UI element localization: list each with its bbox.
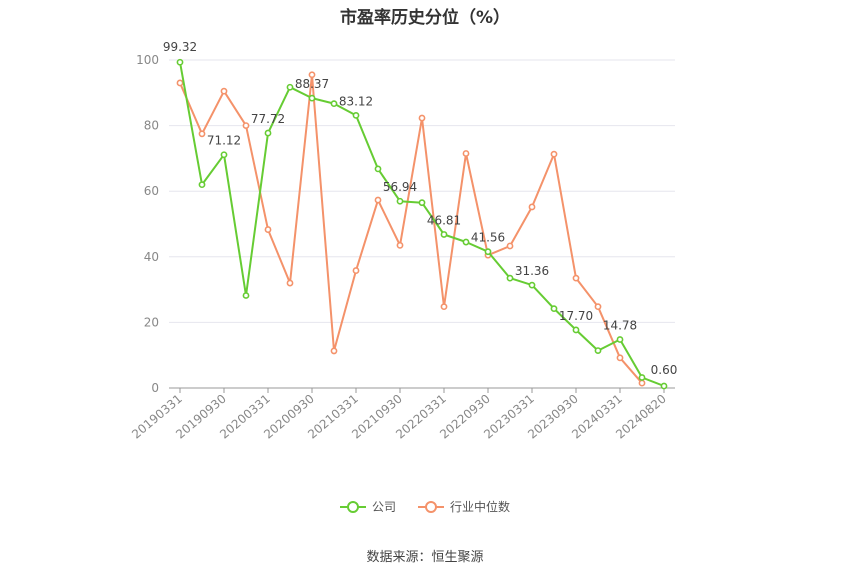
legend-swatch-company [339, 500, 366, 514]
series-line-company [179, 62, 665, 387]
data-point-company [418, 199, 426, 207]
series-lines [176, 58, 668, 390]
data-point-company [484, 248, 492, 256]
data-point-industry [572, 274, 580, 282]
data-label-company: 83.12 [339, 94, 373, 108]
data-point-company [220, 151, 228, 159]
data-point-company [506, 274, 514, 282]
data-point-industry [528, 203, 536, 211]
data-point-company [550, 305, 558, 313]
data-point-company [396, 197, 404, 205]
data-point-industry [506, 242, 514, 250]
legend-label-industry: 行业中位数 [450, 500, 511, 514]
chart-legend: 公司 行业中位数 [0, 498, 850, 515]
data-label-company: 56.94 [383, 180, 417, 194]
data-label-company: 0.60 [651, 363, 678, 377]
data-point-company [330, 100, 338, 108]
data-point-company [308, 94, 316, 102]
data-point-company [264, 129, 272, 137]
legend-swatch-industry [418, 500, 444, 514]
data-point-industry [462, 150, 470, 157]
data-label-company: 88.37 [295, 77, 329, 91]
data-point-company [374, 165, 382, 173]
data-point-company [462, 238, 470, 246]
data-point-industry [286, 279, 294, 287]
data-label-company: 71.12 [207, 134, 241, 148]
data-point-company [528, 281, 536, 289]
data-label-company: 17.70 [559, 309, 593, 323]
data-point-industry [242, 122, 250, 129]
data-label-company: 77.72 [251, 112, 285, 126]
data-label-company: 14.78 [603, 319, 637, 333]
data-point-company [572, 326, 580, 334]
data-point-company [440, 231, 448, 238]
data-point-industry [220, 87, 228, 95]
data-point-company [660, 382, 668, 390]
chart-title: 市盈率历史分位（%） [339, 8, 511, 28]
data-label-company: 31.36 [515, 264, 549, 278]
y-tick-label: 20 [144, 315, 159, 329]
source-note: 数据来源：恒生聚源 [366, 550, 484, 565]
y-tick-label: 80 [144, 119, 159, 133]
data-point-company [198, 181, 206, 189]
y-tick-label: 0 [151, 381, 159, 395]
data-labels: 99.32 71.12 77.72 88.37 83.12 56.94 46.81 41.56… [163, 40, 678, 377]
data-point-company [242, 292, 250, 299]
data-point-industry [264, 226, 272, 233]
data-point-industry [374, 196, 382, 204]
data-point-company [638, 374, 646, 381]
data-point-industry [418, 114, 426, 122]
data-point-industry [638, 379, 646, 387]
data-point-industry [550, 150, 558, 158]
data-point-company [352, 111, 360, 119]
data-point-company [616, 336, 624, 343]
legend-label-company: 公司 [371, 500, 396, 514]
legend-item-industry[interactable]: 行业中位数 [418, 498, 510, 515]
data-point-industry [594, 303, 602, 311]
y-tick-label: 40 [144, 250, 159, 264]
data-point-industry [330, 347, 338, 355]
data-point-industry [616, 354, 624, 362]
data-point-company [286, 83, 294, 91]
data-label-company: 41.56 [471, 231, 505, 245]
data-label-company: 99.32 [163, 40, 197, 54]
data-label-company: 46.81 [427, 213, 461, 227]
legend-item-company[interactable]: 公司 [339, 498, 396, 515]
data-point-industry [352, 267, 360, 274]
y-tick-label: 100 [136, 53, 159, 67]
data-point-industry [308, 71, 316, 79]
data-point-company [176, 58, 184, 66]
data-point-industry [176, 79, 184, 87]
data-point-industry [198, 130, 206, 138]
data-point-industry [396, 241, 404, 249]
y-tick-label: 60 [144, 184, 159, 198]
series-line-industry [179, 73, 643, 384]
data-point-company [594, 347, 602, 355]
data-point-industry [440, 303, 448, 311]
